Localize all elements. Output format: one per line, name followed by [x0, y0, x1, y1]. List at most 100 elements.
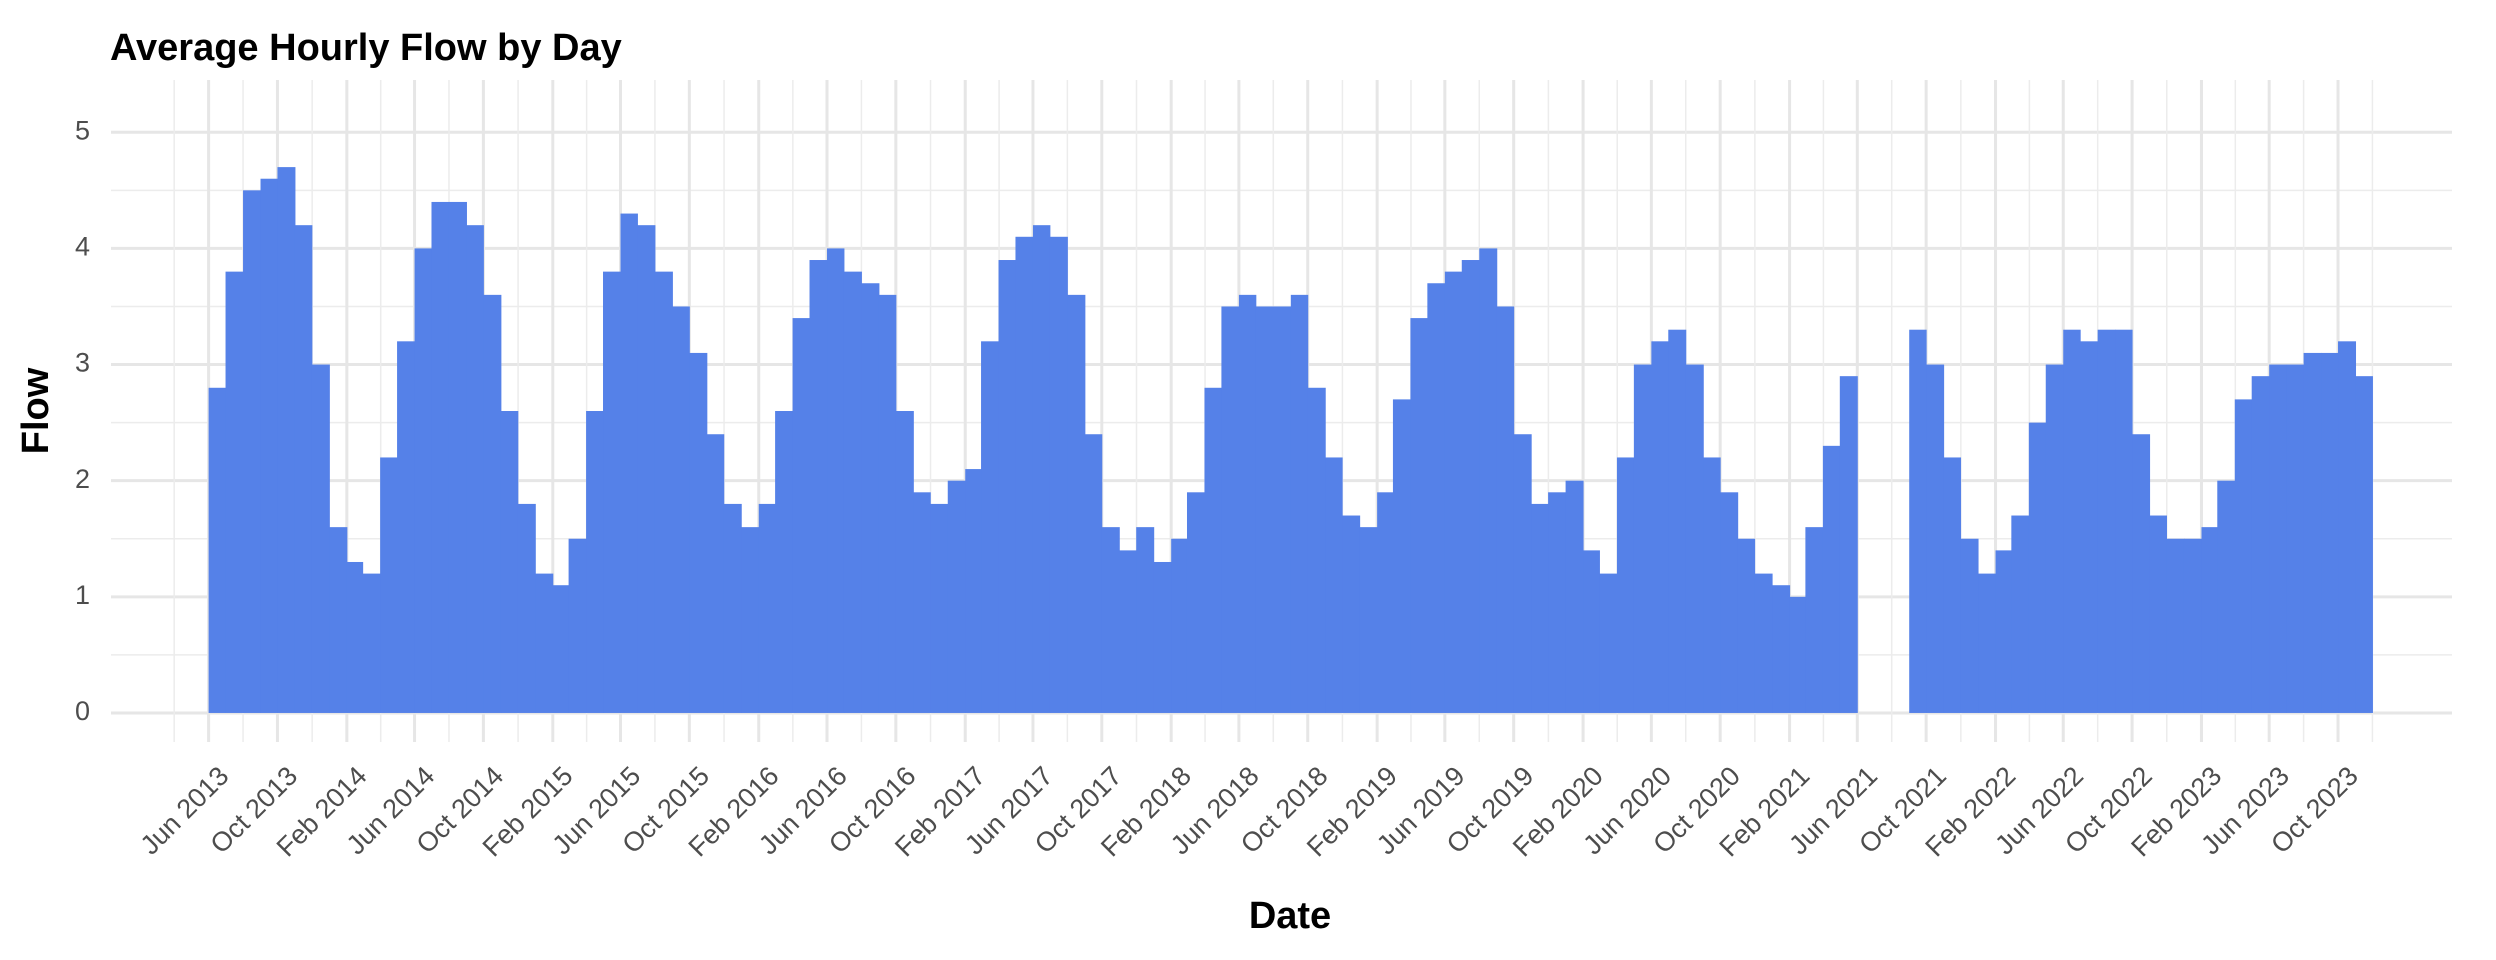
- bar: [981, 341, 1000, 713]
- bar: [654, 271, 673, 713]
- bar: [1479, 248, 1498, 713]
- bar: [1307, 387, 1326, 713]
- bar: [414, 248, 432, 713]
- bar: [431, 201, 450, 713]
- bar: [861, 283, 880, 713]
- bar: [689, 352, 708, 713]
- bar: [448, 201, 467, 713]
- bar: [208, 387, 227, 713]
- bar: [277, 167, 296, 713]
- bar: [878, 294, 897, 713]
- bar: [243, 190, 262, 713]
- bar: [2321, 352, 2339, 713]
- bar: [1342, 515, 1361, 713]
- bar: [1633, 364, 1652, 713]
- y-tick-label: 2: [75, 464, 90, 494]
- bar: [1978, 573, 1997, 713]
- bar: [1531, 503, 1549, 713]
- bar: [2286, 364, 2305, 713]
- bar: [1084, 434, 1103, 713]
- bar: [706, 434, 725, 713]
- bar: [1032, 225, 1051, 713]
- bar: [466, 225, 484, 713]
- bar: [1119, 550, 1137, 713]
- bar: [1839, 376, 1858, 713]
- y-tick-label: 4: [75, 232, 90, 262]
- bar: [2355, 376, 2373, 713]
- bar: [1805, 527, 1824, 713]
- bar: [2251, 376, 2270, 713]
- bar: [2097, 329, 2116, 713]
- bar: [500, 411, 519, 713]
- bar: [2063, 329, 2081, 713]
- bar: [397, 341, 416, 713]
- bar: [1789, 596, 1806, 713]
- bar: [2217, 480, 2236, 713]
- bar: [362, 573, 381, 713]
- bar: [1565, 480, 1584, 713]
- bar: [1461, 260, 1480, 713]
- bar: [1444, 271, 1463, 713]
- chart-title: Average Hourly Flow by Day: [110, 27, 622, 69]
- bar: [1926, 364, 1945, 713]
- bar: [1668, 329, 1687, 713]
- bar: [792, 318, 811, 713]
- bar: [1548, 492, 1567, 713]
- bar: [637, 225, 656, 713]
- bar: [1049, 236, 1068, 713]
- bar: [568, 538, 587, 713]
- bar: [535, 573, 554, 713]
- y-tick-label: 0: [75, 696, 90, 726]
- y-tick-label: 5: [75, 115, 90, 145]
- y-tick-label: 1: [75, 580, 90, 610]
- bar: [1960, 538, 1979, 713]
- bar: [2011, 515, 2030, 713]
- bar: [1171, 538, 1188, 713]
- bar: [311, 364, 330, 713]
- bar: [1995, 550, 2012, 713]
- y-axis-title: Flow: [15, 367, 57, 454]
- bar: [672, 306, 690, 713]
- bar: [741, 527, 760, 713]
- bar: [1153, 561, 1172, 713]
- bar: [1583, 550, 1600, 713]
- bar: [1392, 399, 1411, 713]
- bar: [1599, 573, 1618, 713]
- bar: [965, 469, 982, 713]
- bar: [843, 271, 862, 713]
- bar: [1273, 306, 1292, 713]
- bar: [1290, 294, 1309, 713]
- bar: [603, 271, 622, 713]
- bar: [1513, 434, 1532, 713]
- bar: [1377, 492, 1394, 713]
- y-tick-label: 3: [75, 348, 90, 378]
- bar: [758, 503, 776, 713]
- bar: [1067, 294, 1086, 713]
- bar: [913, 492, 931, 713]
- bar: [809, 260, 828, 713]
- bar: [1737, 538, 1756, 713]
- bar: [1136, 527, 1155, 713]
- bar: [1101, 527, 1120, 713]
- bar: [1616, 457, 1635, 713]
- bar: [483, 294, 502, 713]
- bar: [1496, 306, 1515, 713]
- bar: [2045, 364, 2064, 713]
- bar: [775, 411, 794, 713]
- bar: [1720, 492, 1739, 713]
- bar: [260, 178, 278, 713]
- bar: [723, 503, 742, 713]
- bar: [1255, 306, 1274, 713]
- bar: [2201, 527, 2218, 713]
- bar: [1772, 585, 1791, 713]
- bar: [2338, 341, 2357, 713]
- bar: [2132, 434, 2151, 713]
- bar: [380, 457, 398, 713]
- bar: [2234, 399, 2253, 713]
- bar: [1238, 294, 1257, 713]
- bar: [1651, 341, 1669, 713]
- bar: [2028, 422, 2047, 713]
- bar: [517, 503, 536, 713]
- bar: [2166, 538, 2185, 713]
